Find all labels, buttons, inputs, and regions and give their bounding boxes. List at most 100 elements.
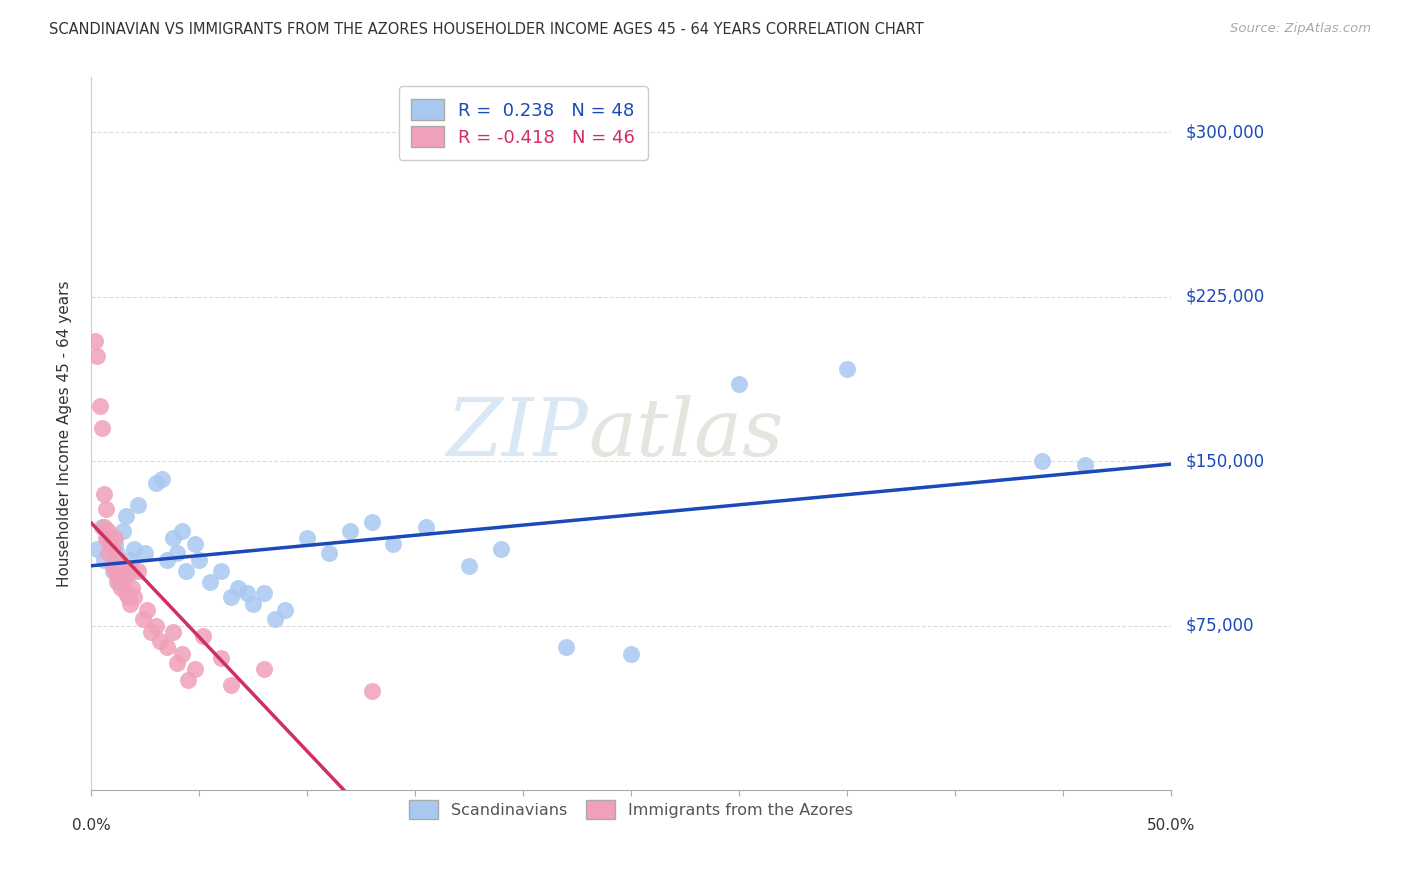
Point <box>117 568 139 582</box>
Point <box>145 475 167 490</box>
Point <box>118 553 141 567</box>
Point <box>93 553 115 567</box>
Point <box>108 553 131 567</box>
Text: 0.0%: 0.0% <box>72 819 110 833</box>
Point <box>177 673 200 688</box>
Point <box>121 564 143 578</box>
Point <box>97 524 120 539</box>
Point <box>121 581 143 595</box>
Point <box>101 559 124 574</box>
Point <box>193 630 215 644</box>
Point <box>90 520 112 534</box>
Point <box>105 546 128 560</box>
Point <box>84 334 107 348</box>
Point <box>132 612 155 626</box>
Point <box>134 546 156 560</box>
Point <box>162 531 184 545</box>
Point <box>183 662 205 676</box>
Point <box>94 531 117 545</box>
Point <box>620 647 643 661</box>
Point <box>110 581 132 595</box>
Point <box>97 531 120 545</box>
Y-axis label: Householder Income Ages 45 - 64 years: Householder Income Ages 45 - 64 years <box>58 280 72 587</box>
Text: atlas: atlas <box>588 395 783 473</box>
Point <box>149 633 172 648</box>
Text: $225,000: $225,000 <box>1185 287 1264 306</box>
Text: ZIP: ZIP <box>446 395 588 473</box>
Point <box>209 564 232 578</box>
Text: SCANDINAVIAN VS IMMIGRANTS FROM THE AZORES HOUSEHOLDER INCOME AGES 45 - 64 YEARS: SCANDINAVIAN VS IMMIGRANTS FROM THE AZOR… <box>49 22 924 37</box>
Point <box>415 520 437 534</box>
Point <box>295 531 318 545</box>
Text: $300,000: $300,000 <box>1185 123 1264 141</box>
Point <box>253 585 276 599</box>
Point <box>104 537 127 551</box>
Point <box>198 574 221 589</box>
Text: $150,000: $150,000 <box>1185 452 1264 470</box>
Point <box>122 541 145 556</box>
Point <box>209 651 232 665</box>
Point <box>100 537 122 551</box>
Point <box>150 472 173 486</box>
Point <box>145 618 167 632</box>
Point <box>112 524 135 539</box>
Point <box>101 564 124 578</box>
Point <box>360 684 382 698</box>
Point <box>170 524 193 539</box>
Point <box>837 362 859 376</box>
Point <box>221 590 243 604</box>
Point <box>93 487 115 501</box>
Point <box>141 625 163 640</box>
Text: Source: ZipAtlas.com: Source: ZipAtlas.com <box>1230 22 1371 36</box>
Point <box>90 421 112 435</box>
Point <box>112 559 135 574</box>
Point <box>188 553 211 567</box>
Point <box>183 537 205 551</box>
Point <box>253 662 276 676</box>
Point <box>263 612 285 626</box>
Point <box>108 564 131 578</box>
Point <box>108 574 131 589</box>
Point <box>93 520 115 534</box>
Point <box>112 574 135 589</box>
Legend: Scandinavians, Immigrants from the Azores: Scandinavians, Immigrants from the Azore… <box>399 790 862 829</box>
Text: $75,000: $75,000 <box>1185 616 1254 634</box>
Point <box>491 541 513 556</box>
Point <box>101 541 124 556</box>
Point <box>555 640 578 655</box>
Point <box>155 640 177 655</box>
Point <box>174 564 197 578</box>
Point <box>235 585 257 599</box>
Point <box>117 590 139 604</box>
Point <box>166 656 188 670</box>
Point <box>1031 454 1053 468</box>
Point <box>127 564 149 578</box>
Point <box>318 546 340 560</box>
Point <box>118 597 141 611</box>
Point <box>274 603 297 617</box>
Point <box>221 678 243 692</box>
Point <box>136 603 159 617</box>
Point <box>110 574 132 589</box>
Point <box>728 377 751 392</box>
Point <box>89 399 111 413</box>
Point <box>382 537 405 551</box>
Point <box>155 553 177 567</box>
Point <box>114 508 136 523</box>
Point <box>86 349 108 363</box>
Point <box>105 568 128 582</box>
Point <box>97 546 120 560</box>
Point <box>360 516 382 530</box>
Point <box>1074 458 1097 473</box>
Point <box>339 524 361 539</box>
Point <box>104 564 127 578</box>
Text: 50.0%: 50.0% <box>1147 819 1195 833</box>
Point <box>114 568 136 582</box>
Point <box>114 585 136 599</box>
Point <box>105 574 128 589</box>
Point <box>226 581 249 595</box>
Point <box>86 541 108 556</box>
Point <box>170 647 193 661</box>
Point <box>166 546 188 560</box>
Point <box>122 590 145 604</box>
